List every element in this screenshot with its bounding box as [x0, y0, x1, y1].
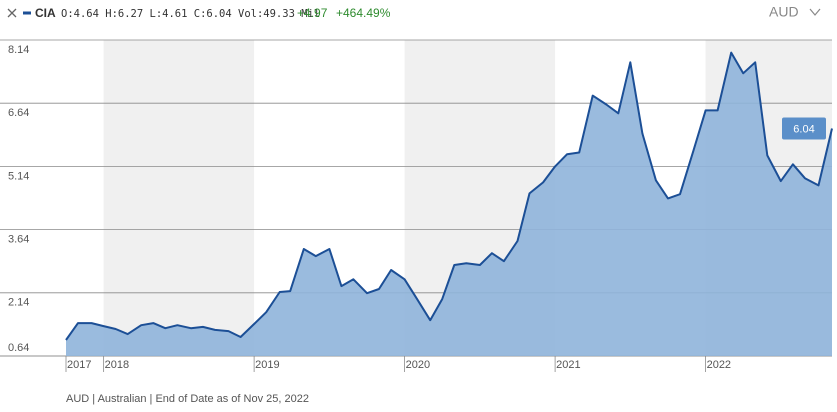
change: +4.97	[297, 6, 328, 20]
y-tick-label: 3.64	[8, 234, 29, 246]
x-tick-label: 2022	[707, 359, 731, 371]
x-tick-label: 2021	[556, 359, 580, 371]
price-line	[65, 51, 833, 341]
x-tick-label: 2019	[255, 359, 279, 371]
y-tick-label: 0.64	[8, 342, 29, 354]
footnote: AUD | Australian | End of Date as of Nov…	[66, 393, 309, 405]
last-value-label: 6.04	[793, 123, 814, 135]
y-tick-label: 5.14	[8, 170, 29, 182]
change-percent: +464.49%	[336, 6, 391, 20]
area-fill	[66, 52, 832, 356]
x-tick-label: 2017	[67, 359, 91, 371]
x-tick-label: 2020	[406, 359, 430, 371]
y-tick-label: 6.64	[8, 107, 29, 119]
y-tick-label: 2.14	[8, 297, 29, 309]
dropdown-chevron[interactable]	[809, 8, 821, 16]
ticker: CIA	[35, 6, 56, 20]
y-tick-label: 8.14	[8, 44, 29, 56]
stats: O:4.64 H:6.27 L:4.61 C:6.04 Vol:49.33 Mi…	[61, 8, 320, 20]
year-band	[103, 40, 255, 356]
currency-select[interactable]: AUD	[769, 4, 799, 20]
last-value-box	[782, 117, 826, 140]
x-tick-label: 2018	[105, 359, 129, 371]
close-icon[interactable]	[7, 8, 17, 18]
